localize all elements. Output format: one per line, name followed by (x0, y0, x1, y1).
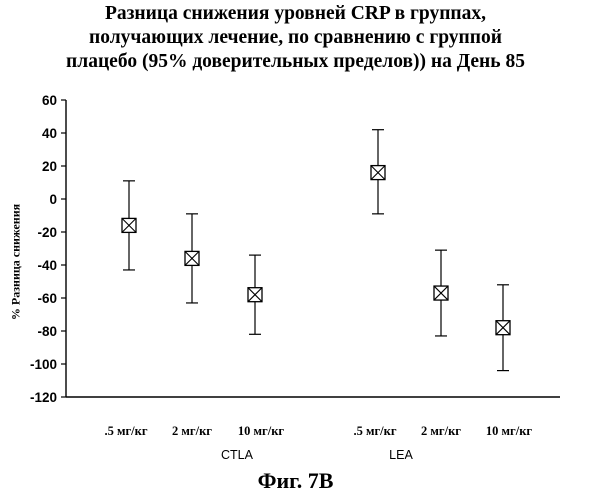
group-label: CTLA (221, 448, 254, 462)
data-point (184, 250, 200, 267)
y-tick-label: 60 (42, 93, 57, 108)
category-label: .5 мг/кг (353, 424, 396, 438)
data-point (495, 320, 511, 336)
chart-title-line-1: Разница снижения уровней CRP в группах, (104, 3, 487, 24)
data-point-cross (495, 320, 511, 336)
group-label: LEA (389, 448, 413, 462)
y-tick-label: 20 (42, 159, 57, 174)
data-point-cross (184, 251, 200, 266)
data-point (433, 285, 449, 301)
category-label: 2 мг/кг (172, 424, 212, 438)
category-label: 10 мг/кг (238, 424, 284, 438)
category-label: .5 мг/кг (104, 424, 147, 438)
y-tick-label: 40 (42, 126, 57, 141)
chart-title: Разница снижения уровней CRP в группах, … (0, 2, 591, 74)
data-point-cross (247, 287, 263, 303)
y-tick-label: -100 (30, 357, 57, 372)
chart-title-line-2: получающих лечение, по сравнению с групп… (89, 27, 502, 48)
y-tick-label: 0 (49, 192, 57, 207)
data-point (247, 287, 263, 303)
axes: 60 40 20 0 -20 -40 -60 -80 -100 -120 (30, 93, 560, 405)
data-point-cross (121, 218, 137, 233)
figure-caption: Фиг. 7В (257, 468, 334, 493)
y-tick-label: -120 (30, 390, 57, 405)
y-tick-label: -80 (37, 324, 57, 339)
category-label: 2 мг/кг (421, 424, 461, 438)
data-point-cross (433, 285, 449, 301)
y-tick-label: -60 (37, 291, 57, 306)
data-point (370, 164, 386, 181)
chart-title-line-3: плацебо (95% доверительных пределов)) на… (66, 51, 525, 72)
y-tick-label: -20 (37, 225, 57, 240)
data-point-cross (370, 165, 386, 180)
data-marks: .5 мг/кг 2 мг/кг 10 мг/кг .5 мг/кг 2 мг/кг 10… (104, 129, 532, 462)
category-label: 10 мг/кг (486, 424, 532, 438)
data-point (121, 217, 137, 234)
y-tick-label: -40 (37, 258, 57, 273)
